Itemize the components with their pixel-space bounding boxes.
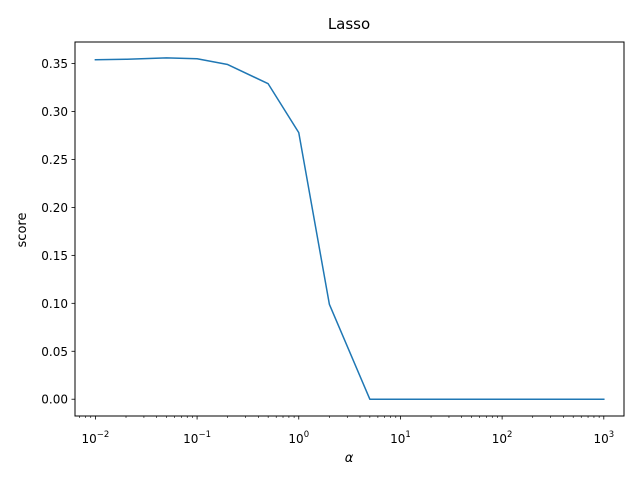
x-tick-base: 10: [288, 432, 303, 446]
chart-title: Lasso: [328, 15, 370, 33]
x-tick-exponent: 1: [405, 430, 410, 440]
score-line: [94, 57, 605, 400]
y-axis-label: score: [15, 213, 30, 248]
y-tick-label: 0.15: [41, 249, 68, 263]
x-axis: 10−2 10−1 100 101 102 103: [79, 416, 614, 446]
series-group: [94, 57, 605, 400]
x-tick-base: 10: [593, 432, 608, 446]
y-tick-label: 0.20: [41, 201, 68, 215]
x-tick-label: 10−2: [81, 430, 109, 446]
x-tick-exponent: 3: [609, 430, 614, 440]
x-axis-label: α: [345, 451, 354, 466]
x-tick-label: 10−1: [183, 430, 211, 446]
plot-frame: [74, 41, 625, 417]
y-tick-label: 0.25: [41, 153, 68, 167]
x-tick-base: 10: [390, 432, 405, 446]
plot-area: [74, 41, 625, 417]
y-axis: 0.00 0.05 0.10 0.15 0.20 0.25 0.30 0.35: [41, 57, 75, 407]
x-tick-exponent: −1: [198, 430, 211, 440]
y-tick-label: 0.00: [41, 393, 68, 407]
x-tick-base: 10: [183, 432, 198, 446]
x-tick-exponent: 2: [507, 430, 512, 440]
x-tick-base: 10: [81, 432, 96, 446]
y-tick-label: 0.30: [41, 105, 68, 119]
x-tick-label: 100: [288, 430, 309, 446]
x-tick-base: 10: [492, 432, 507, 446]
x-tick-label: 103: [593, 430, 614, 446]
x-tick-exponent: −2: [97, 430, 110, 440]
y-tick-label: 0.05: [41, 345, 68, 359]
x-tick-label: 101: [390, 430, 411, 446]
y-tick-label: 0.10: [41, 297, 68, 311]
x-tick-label: 102: [492, 430, 513, 446]
y-tick-label: 0.35: [41, 57, 68, 71]
x-tick-exponent: 0: [304, 430, 309, 440]
